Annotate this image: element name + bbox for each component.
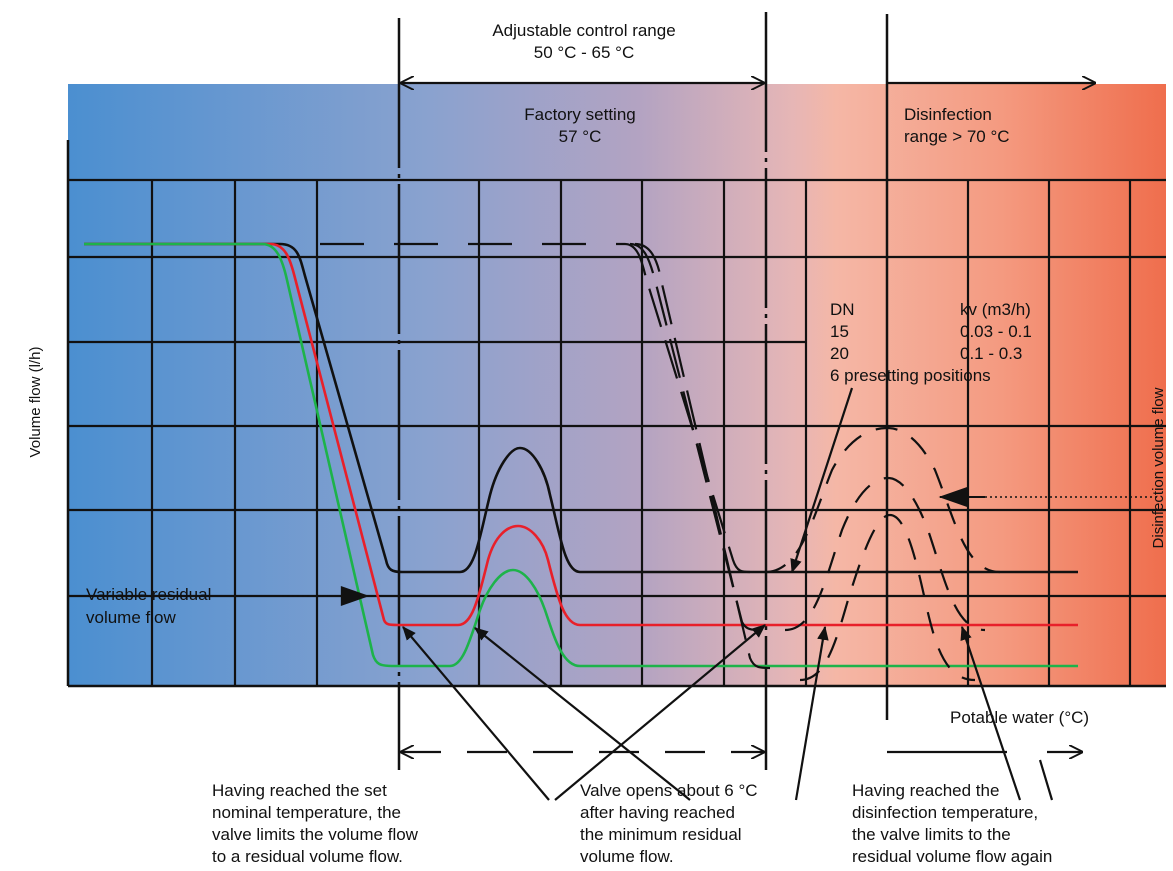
residual-flow-label-2: volume flow: [86, 608, 176, 627]
table-header-kv: kv (m3/h): [960, 300, 1031, 319]
disinfection-title: Disinfection: [904, 105, 992, 124]
svg-text:to a residual volume flow.: to a residual volume flow.: [212, 847, 403, 866]
factory-setting-value: 57 °C: [559, 127, 602, 146]
y-axis-label: Volume flow (l/h): [27, 347, 44, 458]
note-disinfection-temperature: Having reached the disinfection temperat…: [852, 781, 1052, 866]
table-kv-15: 0.03 - 0.1: [960, 322, 1032, 341]
svg-text:Having reached the set: Having reached the set: [212, 781, 387, 800]
svg-text:after having reached: after having reached: [580, 803, 735, 822]
disinfection-bumps: [764, 426, 1001, 682]
control-range-values: 50 °C - 65 °C: [534, 43, 635, 62]
table-pointer: [790, 387, 854, 574]
svg-text:residual volume flow again: residual volume flow again: [852, 847, 1052, 866]
table-header-dn: DN: [830, 300, 855, 319]
temperature-gradient-band: [68, 84, 1166, 686]
svg-text:the valve limits to the: the valve limits to the: [852, 825, 1011, 844]
table-kv-20: 0.1 - 0.3: [960, 344, 1022, 363]
svg-text:the minimum residual: the minimum residual: [580, 825, 742, 844]
right-axis-label: Disinfection volume flow: [1150, 387, 1167, 548]
curve-green: [84, 242, 1078, 668]
svg-text:volume flow.: volume flow.: [580, 847, 674, 866]
svg-text:disinfection temperature,: disinfection temperature,: [852, 803, 1038, 822]
kv-table: DN kv (m3/h) 15 0.03 - 0.1 20 0.1 - 0.3 …: [830, 300, 1032, 385]
factory-setting-title: Factory setting: [524, 105, 636, 124]
svg-text:Having reached the: Having reached the: [852, 781, 999, 800]
x-axis-label: Potable water (°C): [950, 708, 1089, 727]
residual-flow-label-1: Variable residual: [86, 585, 211, 604]
table-dn-20: 20: [830, 344, 849, 363]
curve-black: [84, 242, 1078, 574]
control-range-title: Adjustable control range: [492, 21, 675, 40]
note-nominal-temperature: Having reached the set nominal temperatu…: [212, 781, 419, 866]
table-footer: 6 presetting positions: [830, 366, 991, 385]
note-valve-opens: Valve opens about 6 °C after having reac…: [580, 781, 758, 866]
svg-text:valve limits the volume flow: valve limits the volume flow: [212, 825, 419, 844]
table-dn-15: 15: [830, 322, 849, 341]
disinfection-range: range > 70 °C: [904, 127, 1010, 146]
annotation-pointers: [402, 624, 1054, 801]
curve-red: [84, 242, 1078, 627]
svg-text:Valve opens about 6 °C: Valve opens about 6 °C: [580, 781, 758, 800]
svg-text:nominal temperature, the: nominal temperature, the: [212, 803, 401, 822]
